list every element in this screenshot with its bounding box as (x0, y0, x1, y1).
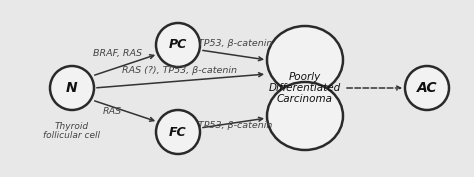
Text: TP53, β-catenin: TP53, β-catenin (198, 39, 272, 48)
Text: RAS (?), TP53, β-catenin: RAS (?), TP53, β-catenin (122, 66, 237, 75)
Text: Differentiated: Differentiated (269, 83, 341, 93)
Text: Carcinoma: Carcinoma (277, 94, 333, 104)
Text: FC: FC (169, 125, 187, 138)
Circle shape (50, 66, 94, 110)
Text: PC: PC (169, 39, 187, 52)
Text: Poorly: Poorly (289, 72, 321, 82)
Text: TP53, β-catenin: TP53, β-catenin (198, 121, 272, 130)
Circle shape (156, 110, 200, 154)
Text: N: N (66, 81, 78, 95)
Text: Thyroid: Thyroid (55, 122, 89, 131)
Ellipse shape (267, 82, 343, 150)
Ellipse shape (267, 26, 343, 94)
Circle shape (156, 23, 200, 67)
Text: BRAF, RAS: BRAF, RAS (93, 49, 143, 58)
Circle shape (405, 66, 449, 110)
Text: AC: AC (417, 81, 437, 95)
Text: RAS: RAS (102, 107, 121, 116)
Text: follicular cell: follicular cell (44, 131, 100, 140)
